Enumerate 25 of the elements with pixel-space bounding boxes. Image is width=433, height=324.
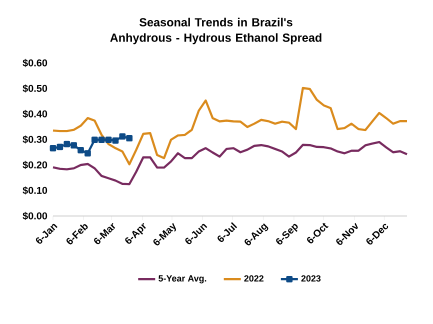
legend-label: 5-Year Avg. (158, 275, 206, 284)
point (56, 144, 64, 150)
y-tick-label: $0.50 (22, 84, 48, 93)
chart-title: Seasonal Trends in Brazil's Anhydrous - Hydrous Ethanol Spread (110, 18, 322, 44)
y-tick-label: $0.00 (22, 212, 48, 220)
point (112, 137, 119, 144)
y-tick-label: $0.30 (22, 135, 48, 144)
point (78, 147, 84, 154)
y-tick-label: $0.10 (22, 186, 48, 195)
point (84, 150, 91, 156)
legend-label: 2022 (244, 275, 264, 282)
point (64, 140, 70, 148)
point (70, 142, 78, 149)
point (98, 136, 105, 143)
y-tick-label: $0.40 (22, 110, 48, 118)
line-series (52, 140, 408, 186)
line-series (52, 86, 408, 166)
point (126, 135, 133, 142)
point (105, 136, 112, 143)
point (50, 144, 56, 152)
point (91, 136, 98, 143)
y-tick-label: $0.60 (22, 58, 48, 68)
point (119, 133, 126, 140)
legend-label: 2023 (301, 275, 321, 282)
y-tick-label: $0.20 (22, 160, 48, 170)
